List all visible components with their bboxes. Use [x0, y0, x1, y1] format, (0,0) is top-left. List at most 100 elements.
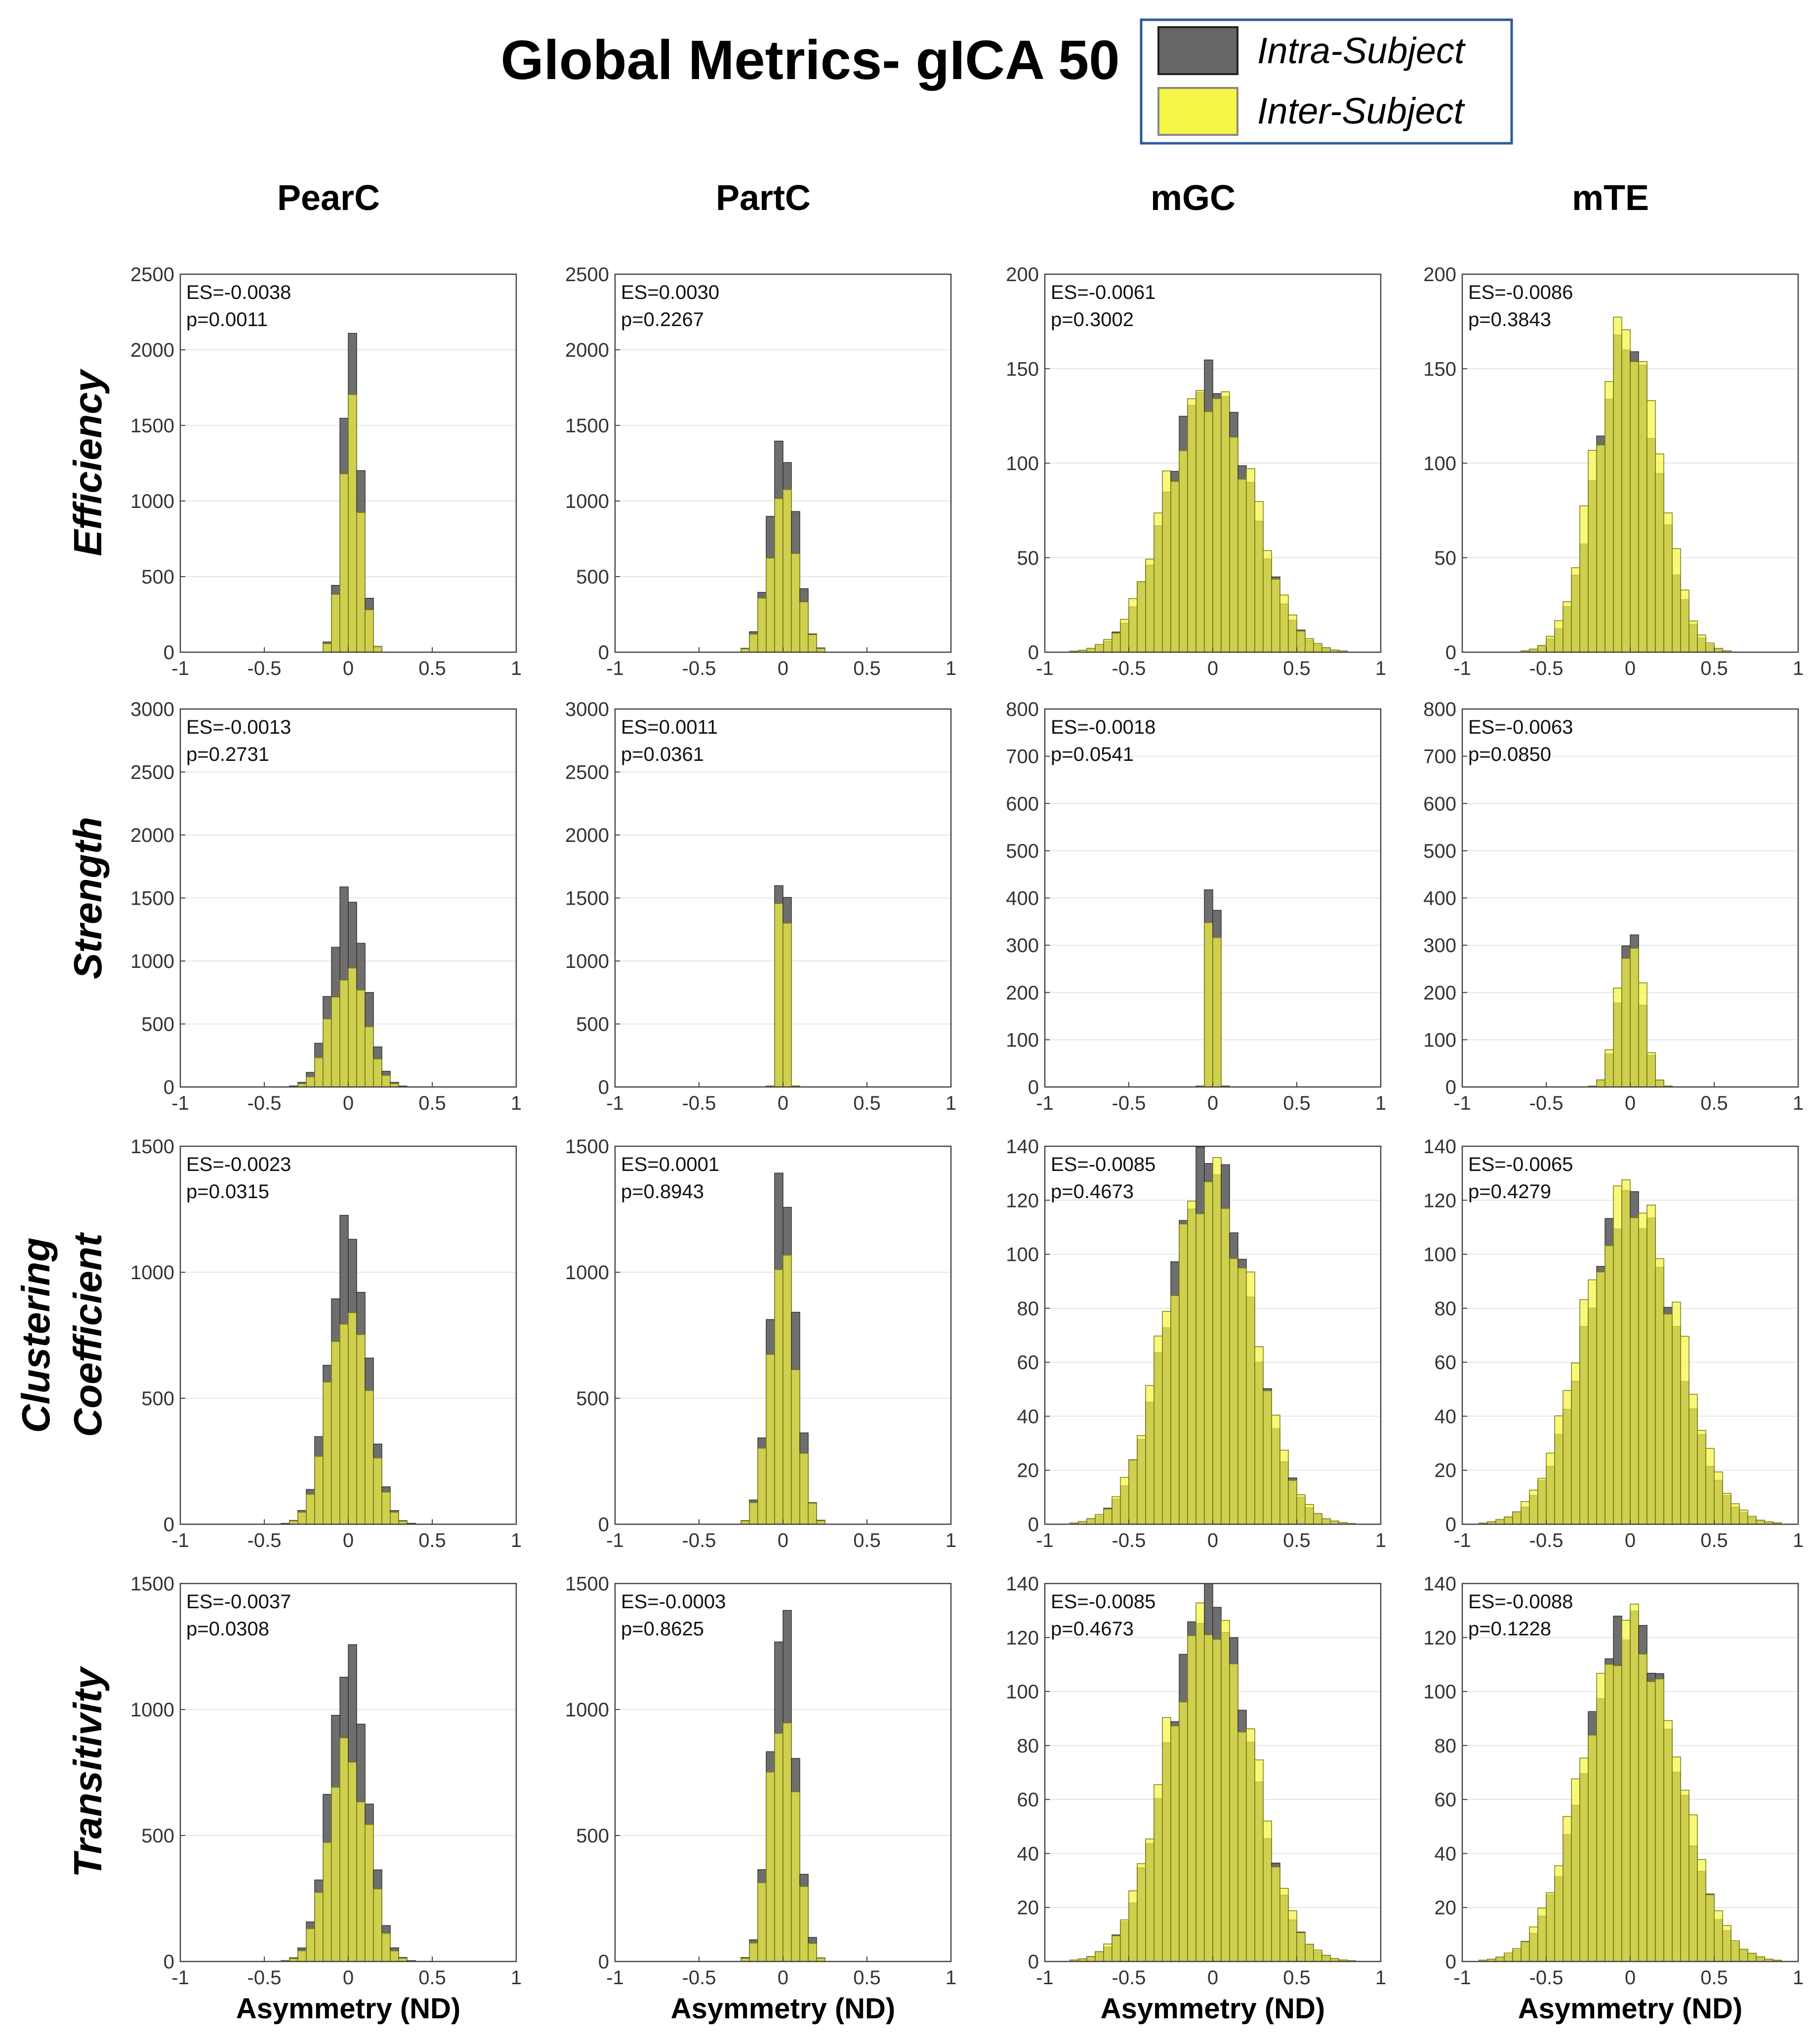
bar-inter [749, 633, 758, 653]
bar-inter [1588, 450, 1597, 653]
y-tick-label: 0 [1445, 1077, 1456, 1098]
effect-size-label: ES=-0.0003 [621, 1591, 726, 1613]
x-tick-label: 0.5 [1700, 1092, 1728, 1114]
bar-inter [1212, 937, 1222, 1087]
y-tick-label: 0 [1028, 1951, 1039, 1973]
x-tick-label: -1 [606, 658, 624, 679]
bar-inter [1204, 411, 1213, 653]
y-tick-label: 0 [164, 642, 174, 664]
bar-inter [1154, 512, 1163, 653]
p-value-label: p=0.1228 [1468, 1618, 1551, 1640]
effect-size-label: ES=-0.0086 [1468, 282, 1573, 303]
y-tick-label: 80 [1435, 1735, 1457, 1757]
bar-inter [1563, 1816, 1572, 1962]
bar-inter [1663, 512, 1673, 653]
bar-inter [339, 1737, 349, 1962]
y-tick-label: 140 [1006, 1136, 1039, 1158]
y-tick-label: 120 [1423, 1190, 1456, 1211]
y-tick-label: 0 [598, 1514, 609, 1536]
x-axis-labels: Asymmetry (ND) Asymmetry (ND) Asymmetry (N… [236, 1993, 1742, 2025]
x-tick-label: 1 [946, 658, 956, 679]
bar-inter [1563, 1390, 1572, 1525]
column-title-partc: PartC [716, 178, 811, 218]
p-value-label: p=0.0541 [1051, 744, 1134, 765]
x-tick-label: 1 [1375, 658, 1386, 679]
bar-inter [1271, 1415, 1280, 1525]
legend-label-inter: Inter-Subject [1257, 90, 1466, 131]
y-tick-label: 100 [1423, 1244, 1456, 1266]
bar-inter [373, 646, 382, 653]
bar-inter [1579, 505, 1589, 653]
bar-inter [1296, 1932, 1306, 1962]
y-tick-label: 1000 [130, 1262, 174, 1284]
bar-inter [381, 1075, 391, 1087]
bar-inter [1229, 1258, 1238, 1525]
bar-inter [1305, 1944, 1314, 1962]
y-tick-label: 120 [1006, 1190, 1039, 1211]
bar-inter [1596, 1271, 1606, 1525]
bar-inter [1288, 614, 1297, 653]
bar-inter [1554, 1865, 1564, 1962]
bar-inter [1145, 1385, 1154, 1525]
x-tick-label: 0.5 [418, 1092, 446, 1114]
bar-inter [1647, 1681, 1656, 1962]
bar-inter [1537, 1908, 1547, 1962]
bar-inter [1697, 1859, 1706, 1962]
panel-clustering-coefficient-mte: -1 -0.5 0 0.5 1 0 20 40 60 80 100 120 140 ES=-0.0065 p… [1423, 1136, 1804, 1551]
y-tick-label: 700 [1423, 746, 1456, 768]
column-title-mgc: mGC [1151, 178, 1236, 218]
x-tick-label: -1 [606, 1967, 624, 1989]
x-tick-label: 1 [511, 1967, 522, 1989]
x-tick-label: -0.5 [1529, 658, 1564, 679]
bar-inter [356, 1801, 366, 1962]
bar-inter [783, 1722, 792, 1962]
x-tick-label: -0.5 [1112, 658, 1146, 679]
y-tick-label: 0 [598, 642, 609, 664]
bar-inter [306, 1494, 315, 1525]
bar-inter [1170, 1295, 1180, 1525]
bar-inter [1697, 634, 1706, 653]
p-value-label: p=0.0361 [621, 744, 704, 765]
y-tick-label: 1000 [565, 1262, 609, 1284]
bar-inter [1655, 453, 1664, 653]
effect-size-label: ES=0.0001 [621, 1154, 719, 1175]
bar-inter [1731, 1940, 1740, 1962]
bar-inter [1621, 958, 1631, 1087]
bar-inter [1162, 1311, 1171, 1525]
bar-inter [1086, 1518, 1096, 1525]
bar-inter [1296, 630, 1306, 653]
effect-size-label: ES=-0.0018 [1051, 716, 1155, 738]
x-tick-label: 0.5 [853, 1092, 881, 1114]
x-tick-label: 0 [1625, 1530, 1636, 1551]
bar-inter [1321, 1518, 1331, 1525]
bar-inter [1128, 1890, 1138, 1962]
bar-inter [766, 1354, 775, 1525]
bar-inter [1204, 1634, 1213, 1962]
bar-inter [1221, 1208, 1230, 1525]
x-tick-label: 0 [1207, 1530, 1218, 1551]
x-tick-label: -1 [1036, 1092, 1054, 1114]
y-tick-label: 2000 [130, 339, 174, 361]
bar-inter [339, 1324, 349, 1525]
bar-inter [757, 597, 767, 653]
bar-inter [1271, 1866, 1280, 1962]
bar-inter [1689, 1814, 1698, 1962]
p-value-label: p=0.0308 [186, 1618, 269, 1640]
bar-inter [348, 967, 357, 1087]
effect-size-label: ES=0.0011 [621, 716, 718, 738]
bar-inter [1621, 1179, 1631, 1525]
x-tick-label: 0 [778, 1092, 788, 1114]
y-tick-label: 500 [1423, 840, 1456, 862]
bar-inter [1680, 1790, 1689, 1962]
bar-inter [1204, 1181, 1213, 1525]
bar-inter [799, 601, 809, 653]
bar-inter [1495, 1957, 1505, 1962]
bar-inter [1672, 548, 1681, 653]
bar-inter [1621, 1620, 1631, 1962]
bar-inter [783, 489, 792, 653]
x-tick-label: 1 [511, 1530, 522, 1551]
x-tick-label: 0 [343, 1967, 354, 1989]
x-tick-label: 1 [1793, 1092, 1804, 1114]
x-tick-label: -1 [1036, 658, 1054, 679]
